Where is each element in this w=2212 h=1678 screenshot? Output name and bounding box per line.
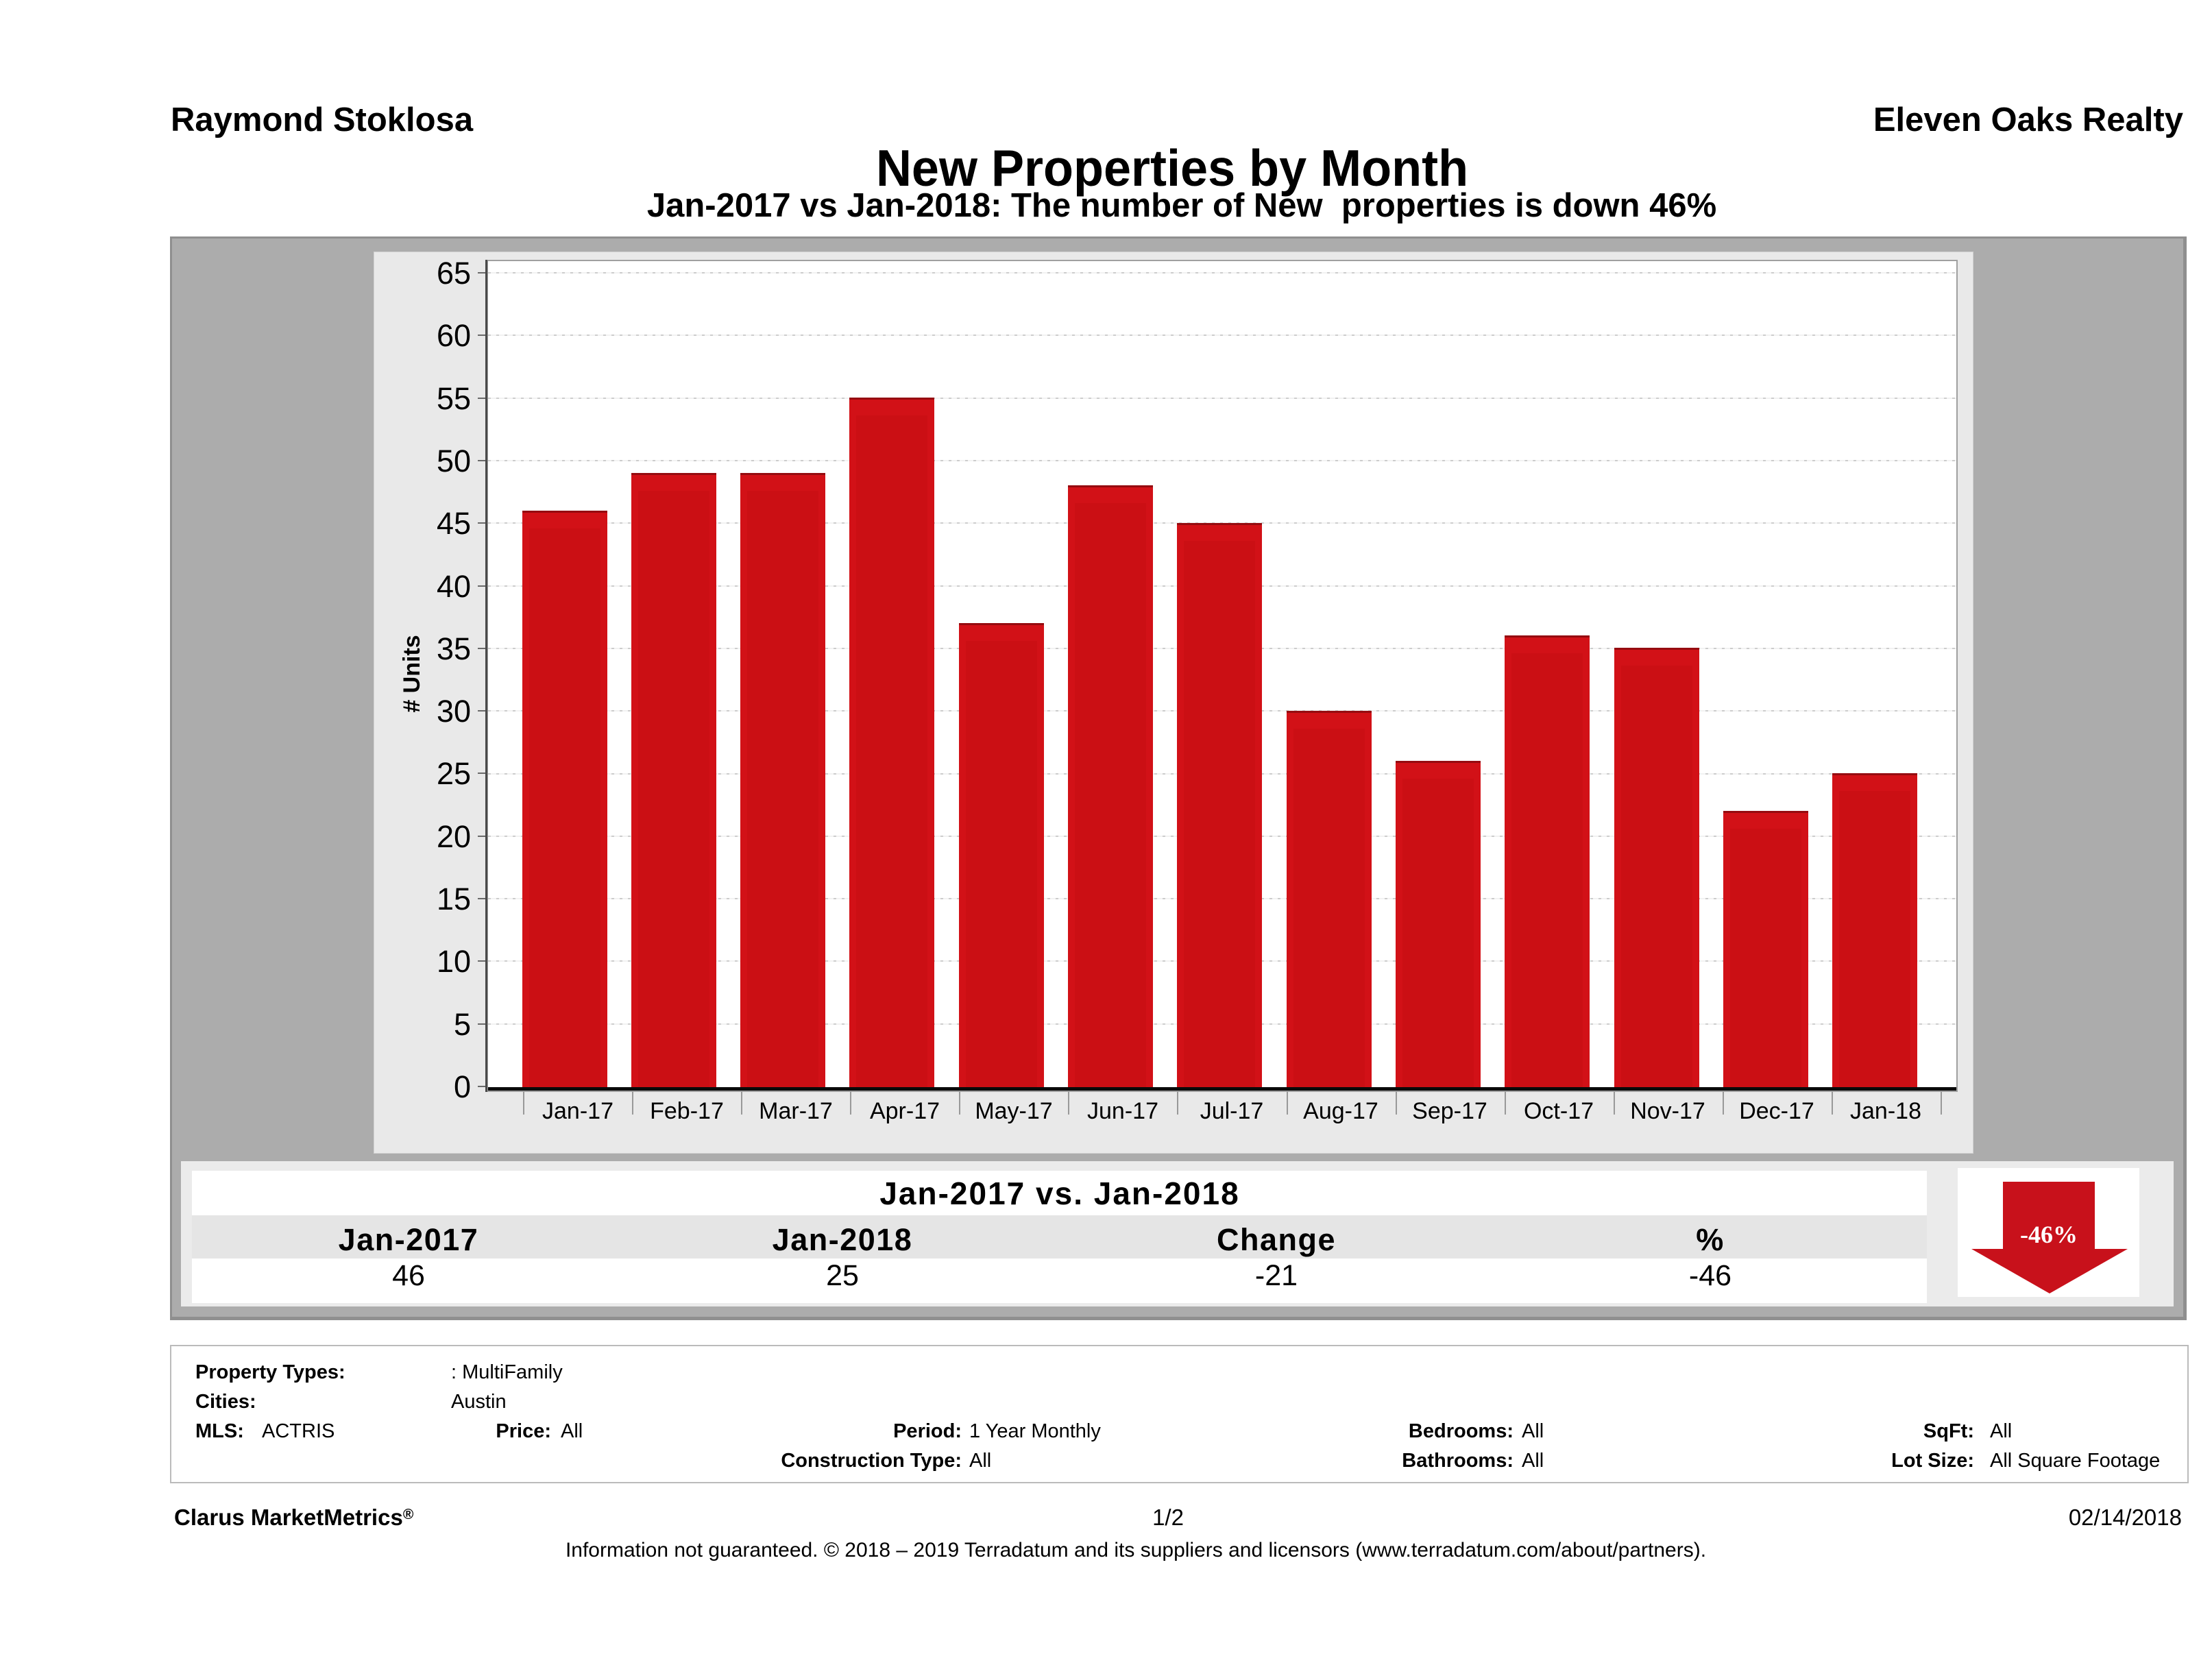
svg-text:-46%: -46% — [2020, 1221, 2078, 1248]
